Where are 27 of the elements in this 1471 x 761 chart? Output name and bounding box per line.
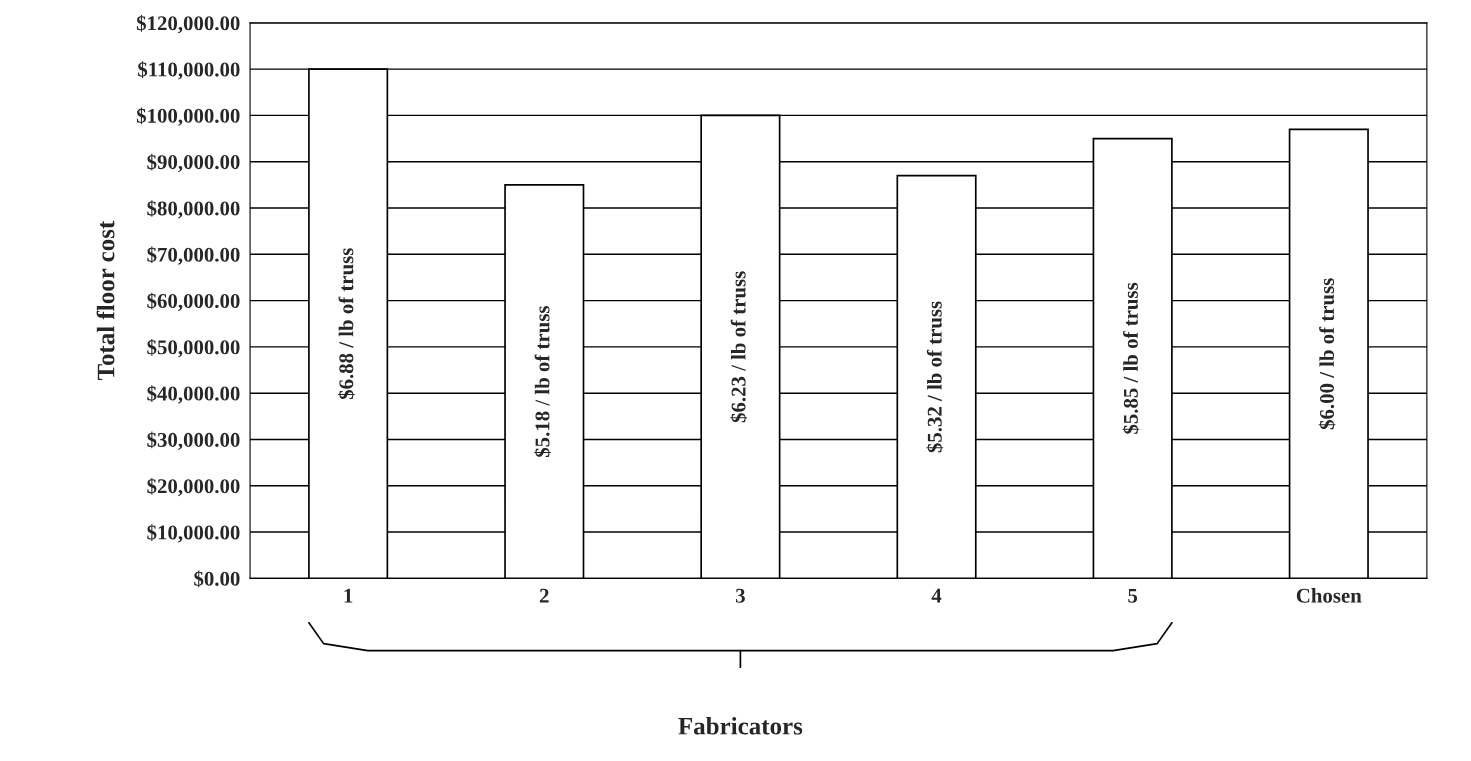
x-tick-label: 2	[539, 588, 549, 603]
y-tick-label: $60,000.00	[147, 292, 240, 312]
y-tick-label: $0.00	[194, 570, 240, 588]
y-tick-label: $110,000.00	[138, 61, 240, 80]
x-tick-label: 5	[1128, 588, 1138, 603]
y-tick-label: $70,000.00	[147, 246, 240, 265]
annotation: $6.23 / lb of truss	[730, 271, 747, 423]
y-tick-label: $80,000.00	[147, 200, 240, 219]
y-tick-label: $30,000.00	[147, 431, 240, 450]
y-axis-title: Total floor cost	[96, 220, 115, 381]
x-tick-label: Chosen	[1296, 588, 1362, 603]
y-tick-label: $90,000.00	[147, 153, 240, 173]
y-tick-label: $20,000.00	[147, 477, 240, 497]
annotation: $5.18 / lb of truss	[534, 306, 551, 457]
y-tick-label: $50,000.00	[147, 339, 240, 358]
y-tick-label: $100,000.00	[136, 107, 240, 126]
annotation: $6.88 / lb of truss	[338, 248, 355, 400]
x-tick-label: 4	[931, 588, 942, 603]
annotation: $6.00 / lb of truss	[1318, 278, 1336, 430]
x-tick-label: 3	[735, 588, 745, 603]
y-tick-label: $120,000.00	[136, 14, 240, 34]
annotation: $5.32 / lb of truss	[926, 301, 944, 453]
annotation: $5.85 / lb of truss	[1122, 282, 1140, 434]
y-tick-label: $40,000.00	[147, 385, 240, 404]
y-tick-label: $10,000.00	[147, 524, 240, 543]
x-axis-title: Fabricators	[678, 717, 803, 735]
x-tick-label: 1	[344, 588, 353, 603]
